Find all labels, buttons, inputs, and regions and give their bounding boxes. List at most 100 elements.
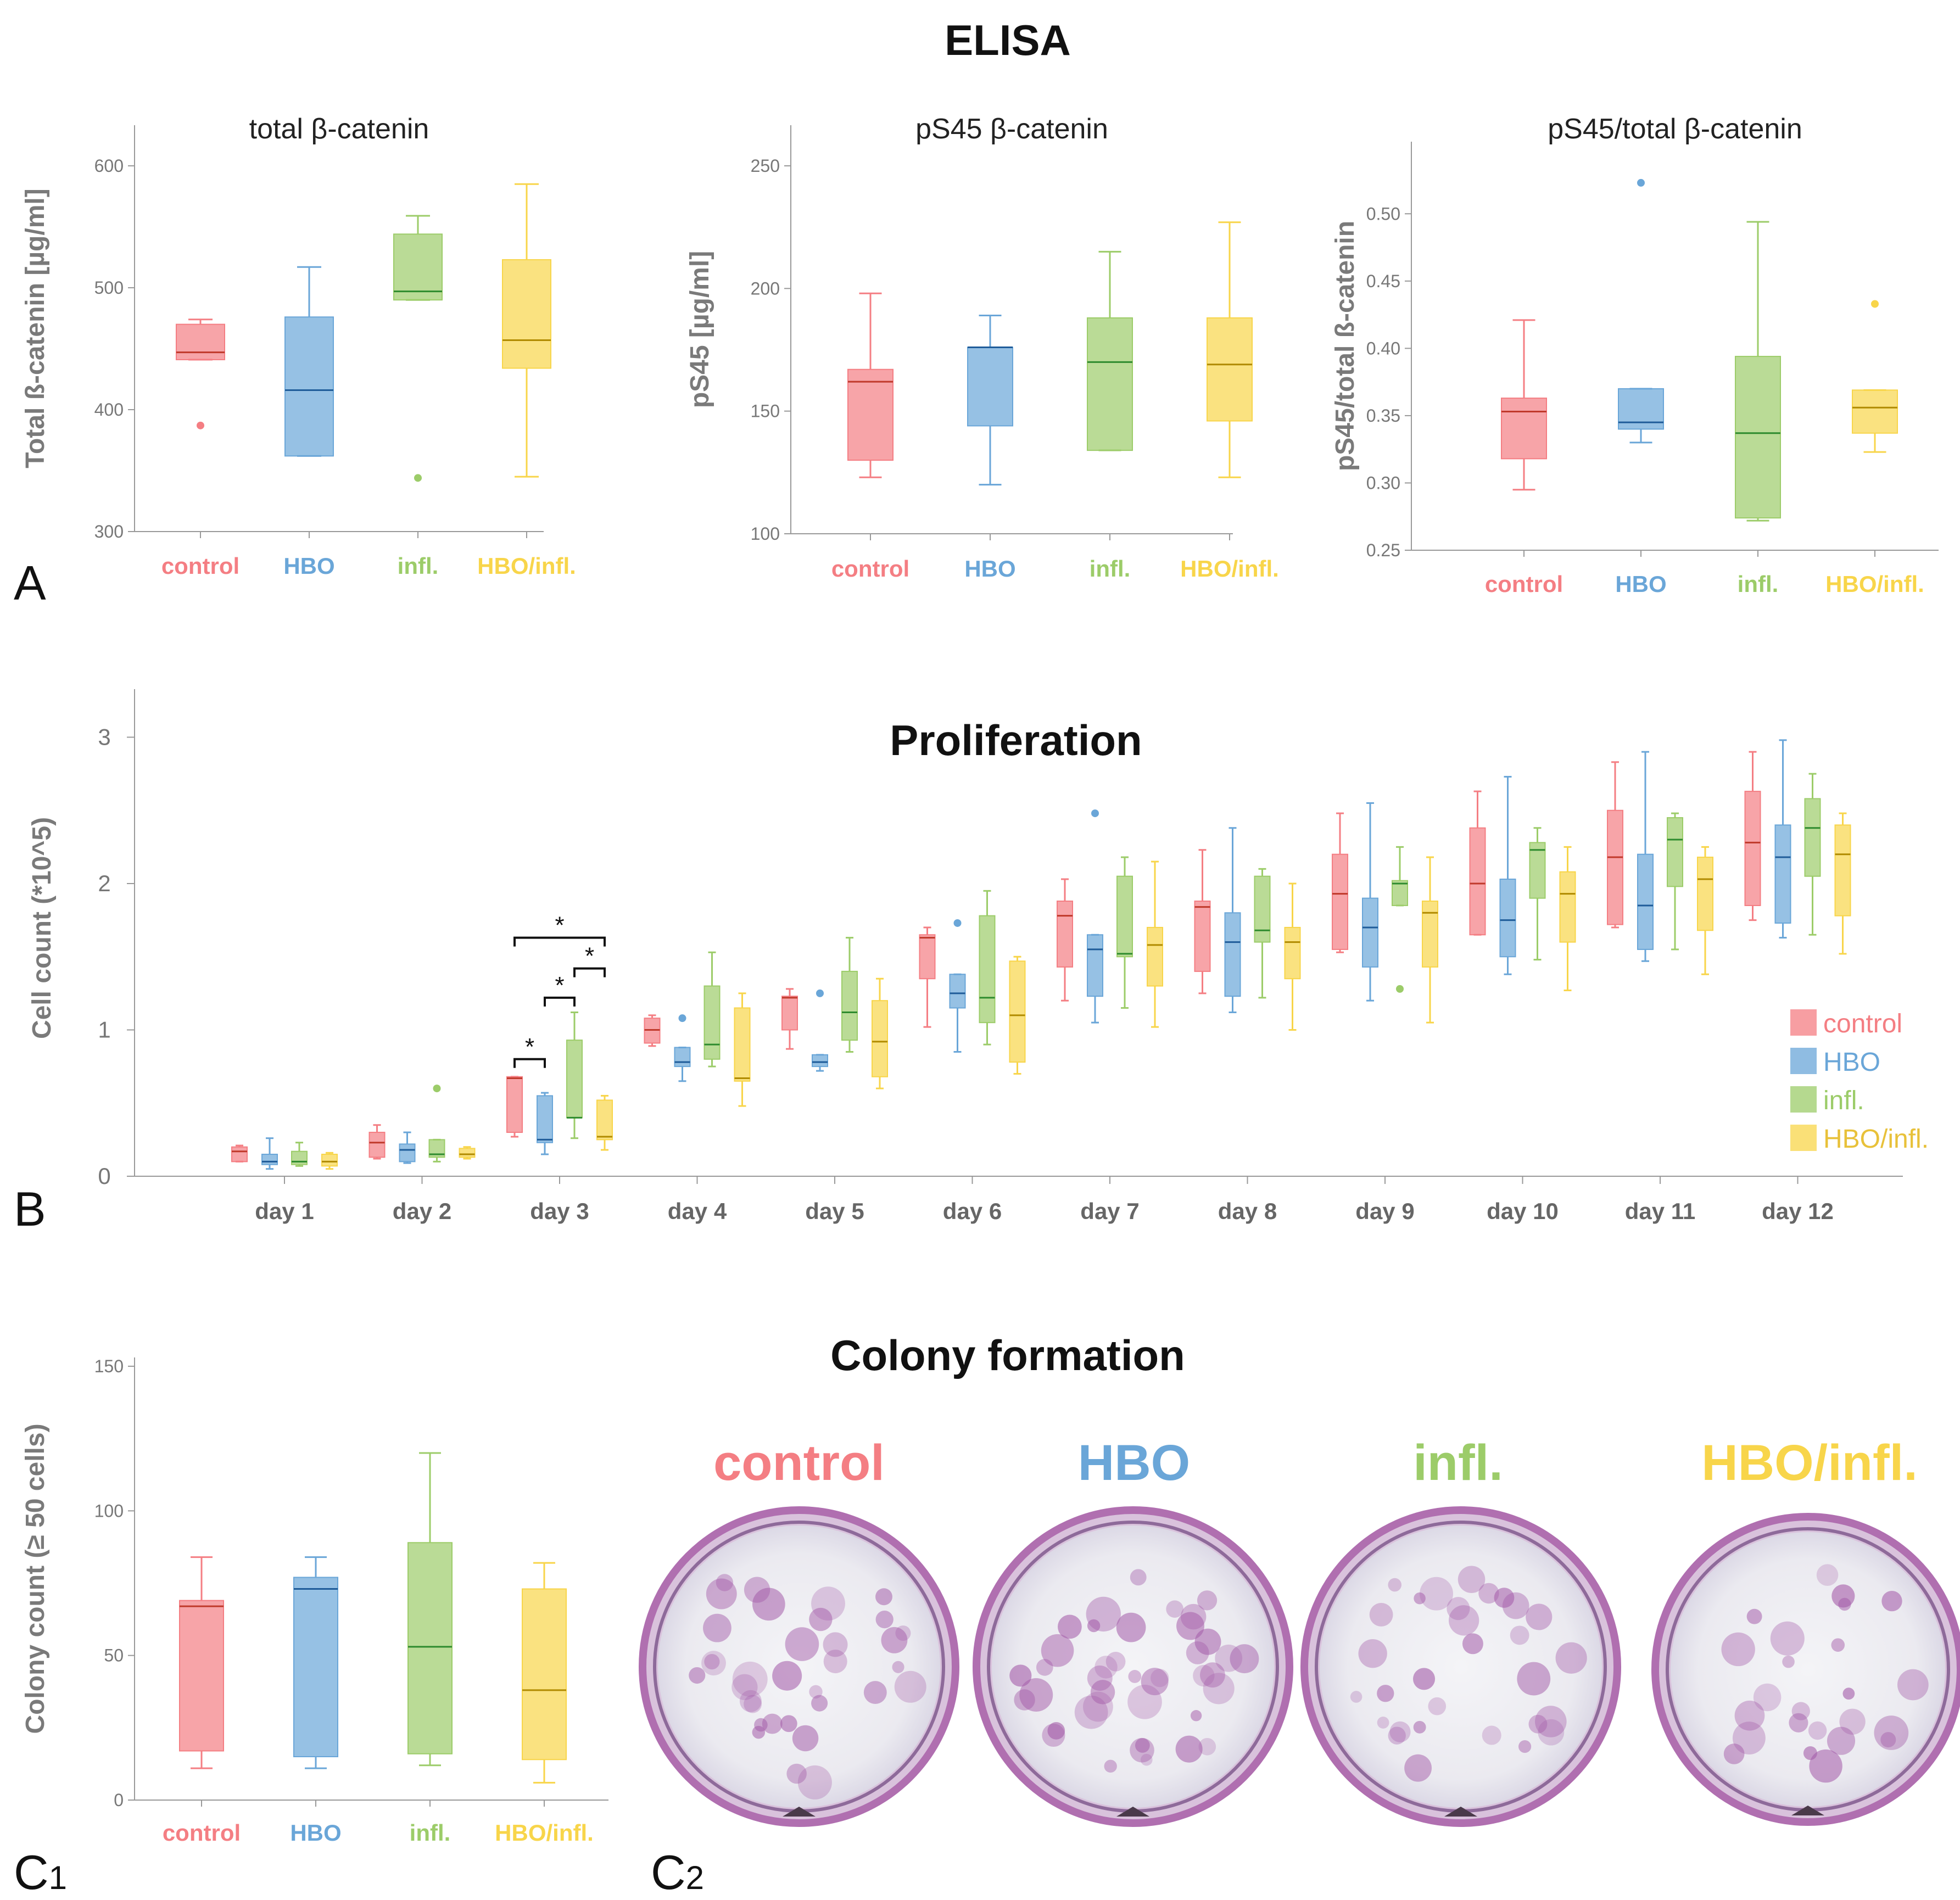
total-box-infl-outlier-0 [414, 474, 422, 482]
ratio-ytick-label-5: 0.50 [1366, 204, 1400, 223]
plate-colony [1194, 1628, 1221, 1655]
prolif-day-3-box-hbo-infl-box [596, 1099, 613, 1141]
prolif-day-4-box-hbo-outlier-0 [678, 1014, 686, 1022]
prolif-y-label: Cell count (*10^5) [27, 817, 57, 1039]
colony-category-label-hbo-infl: HBO/infl. [495, 1820, 594, 1846]
prolif-day-10-box-hbo-box [1499, 879, 1516, 958]
prolif-day-2-box-hbo-infl-box [459, 1148, 476, 1158]
prolif-significance-star-3: * [555, 912, 564, 939]
prolif-day-label-5: day 5 [805, 1198, 864, 1224]
prolif-day-12-box-infl-box [1804, 798, 1821, 877]
plate-colony [811, 1695, 828, 1712]
prolif-day-6-box-hbo-box [949, 974, 966, 1009]
prolif-day-11-box-hbo-infl-box [1697, 857, 1713, 931]
total-box-hbo-box [284, 316, 334, 457]
ratio-category-label-infl: infl. [1738, 571, 1779, 597]
prolif-day-4-box-hbo-box [674, 1047, 691, 1068]
plate-colony [1734, 1700, 1765, 1731]
plate-colony [1746, 1608, 1762, 1624]
plate-colony [1827, 1726, 1856, 1755]
ratio-box-infl-box [1735, 356, 1781, 519]
prolif-day-6-box-control-box [919, 934, 936, 980]
total-category-label-control: control [161, 553, 239, 579]
prolif-day-12-box-control-box [1744, 791, 1761, 906]
chart-ps45-total-ratio: 0.25 0.30 0.35 0.40 0.45 0.50 pS45/total β-cat… [1331, 113, 1939, 597]
plate-colony [797, 1765, 832, 1800]
plate-colony [1215, 1644, 1243, 1672]
ps45-ytick-label-0: 100 [751, 524, 780, 544]
plate-colony [1874, 1715, 1909, 1750]
plate-colony [1721, 1632, 1755, 1667]
plate-colony [1789, 1713, 1808, 1733]
plate-colony [716, 1574, 734, 1591]
plate-colony [1135, 1738, 1150, 1753]
plate-colony [704, 1653, 720, 1670]
plate-colony [1358, 1639, 1387, 1668]
plate-colony [1377, 1717, 1389, 1729]
prolif-significance-bracket-2 [573, 967, 606, 977]
ps45-y-label: pS45 [µg/ml] [685, 251, 714, 408]
prolif-day-10-box-control-box [1469, 827, 1486, 936]
prolif-day-label-6: day 6 [943, 1198, 1002, 1224]
prolif-day-11-box-infl-box [1667, 817, 1683, 887]
plate-colony [1897, 1669, 1929, 1701]
panel-label-c1: C1 [14, 1845, 67, 1899]
ratio-box-control-box [1501, 398, 1547, 460]
ratio-ytick-label-0: 0.25 [1366, 540, 1400, 560]
colony-box-infl-box [407, 1542, 453, 1754]
total-category-label-hbo-infl: HBO/infl. [477, 553, 576, 579]
plate-colony [1412, 1668, 1436, 1690]
plate-colony [875, 1588, 892, 1606]
legend-swatch-hbo-infl [1790, 1125, 1817, 1151]
plate-colony [772, 1661, 802, 1691]
total-ytick-label-1: 400 [94, 400, 124, 420]
plate-notch [1791, 1806, 1824, 1815]
prolif-day-1-box-hbo-infl-box [321, 1154, 338, 1167]
plate-colony [1058, 1614, 1082, 1639]
plate-colony [1193, 1664, 1215, 1687]
plate-colony [1816, 1564, 1839, 1586]
plate-colony [1808, 1721, 1827, 1740]
ps45-category-label-hbo-infl: HBO/infl. [1180, 556, 1279, 582]
ratio-box-hbo-infl-box [1852, 389, 1898, 434]
panel-label-b: B [14, 1182, 46, 1236]
plate-colony [1482, 1725, 1501, 1745]
prolif-day-5-box-hbo-outlier-0 [816, 989, 824, 997]
prolif-day-11-box-control-box [1607, 809, 1623, 925]
prolif-day-5-box-hbo-box [812, 1054, 828, 1068]
prolif-day-2-box-control-box [368, 1132, 386, 1158]
proliferation-title: Proliferation [890, 716, 1142, 764]
plate-colony [1176, 1612, 1204, 1640]
total-ytick-label-3: 600 [94, 156, 124, 176]
plate-colony [792, 1725, 819, 1752]
plate-image-infl [1300, 1506, 1621, 1827]
legend-swatch-hbo [1790, 1048, 1817, 1074]
plate-colony [744, 1695, 762, 1713]
total-ytick-label-0: 300 [94, 522, 124, 541]
plate-colony [863, 1681, 887, 1704]
plate-colony [1377, 1685, 1394, 1702]
prolif-ytick-label-3: 3 [98, 724, 110, 750]
plate-colony [1175, 1735, 1203, 1763]
panel-label-c2-sub: 2 [686, 1859, 704, 1896]
plate-colony [1128, 1670, 1142, 1683]
plate-colony [1732, 1722, 1766, 1755]
plate-colony [1535, 1706, 1567, 1737]
colony-ytick-label-1: 50 [104, 1646, 124, 1666]
plate-colony [809, 1685, 823, 1699]
plate-colony [1140, 1753, 1153, 1766]
plate-colony [1203, 1673, 1235, 1705]
prolif-day-label-2: day 2 [393, 1198, 451, 1224]
plate-colony [1130, 1569, 1147, 1586]
ratio-title: pS45/total β-catenin [1548, 113, 1802, 145]
plate-colony [1462, 1633, 1483, 1655]
plate-colony [1831, 1638, 1845, 1652]
ps45-category-label-infl: infl. [1090, 556, 1131, 582]
plate-colony [786, 1763, 807, 1784]
legend-label-hbo-infl: HBO/infl. [1823, 1125, 1929, 1154]
plate-colony [1510, 1625, 1529, 1645]
prolif-day-10-box-hbo-infl-box [1559, 871, 1576, 943]
chart-total-beta-catenin: 300 400 500 600 total β-catenin Total ß-caten… [21, 113, 576, 579]
plate-colony [1087, 1619, 1101, 1633]
